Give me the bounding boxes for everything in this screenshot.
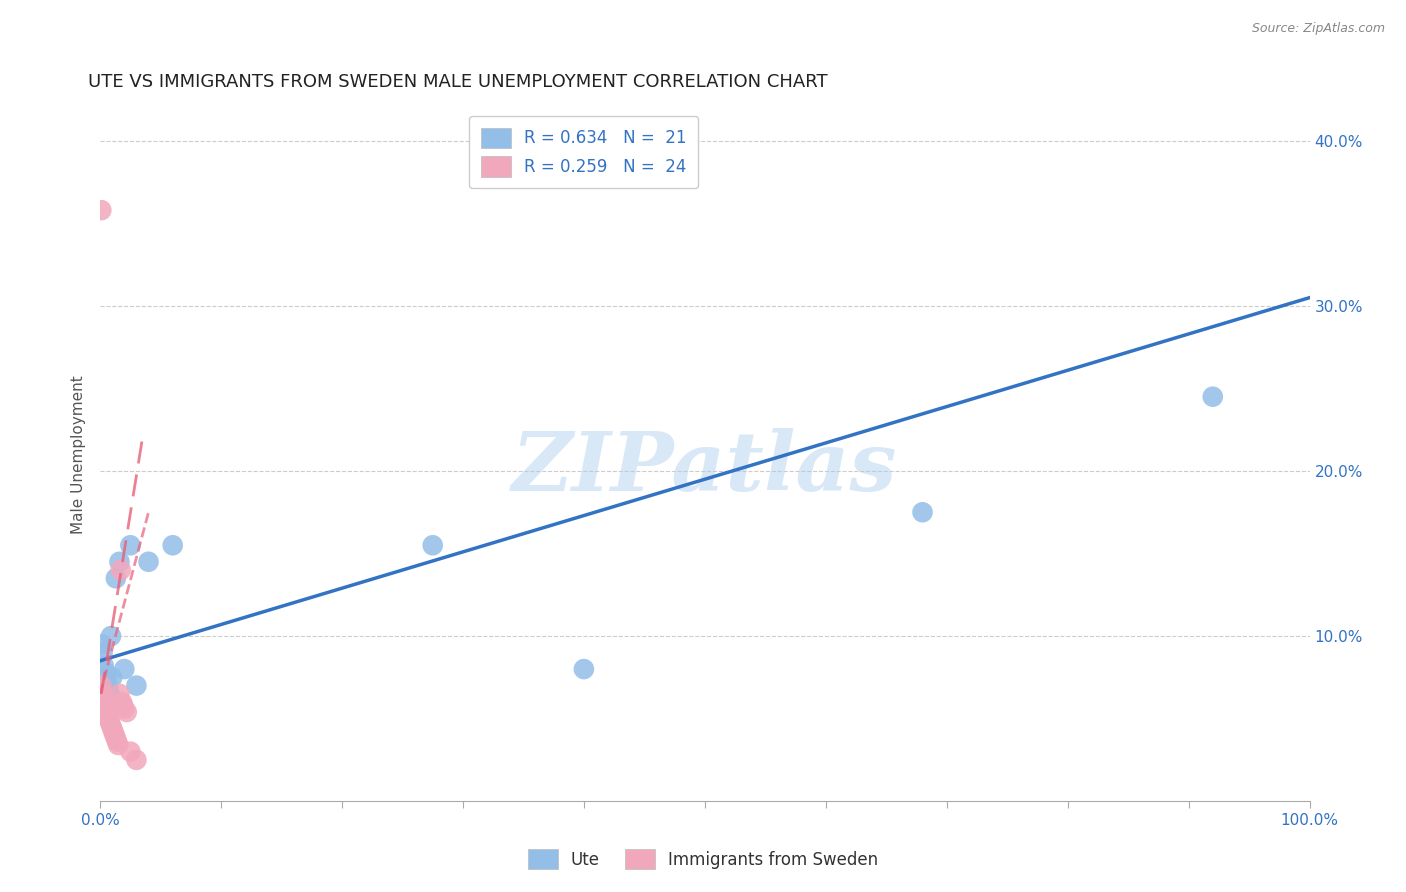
Point [100, 629, 122, 643]
Text: UTE VS IMMIGRANTS FROM SWEDEN MALE UNEMPLOYMENT CORRELATION CHART: UTE VS IMMIGRANTS FROM SWEDEN MALE UNEMP… [89, 73, 828, 91]
Point [101, 670, 124, 684]
Point [101, 722, 124, 736]
Point [138, 555, 160, 569]
Y-axis label: Male Unemployment: Male Unemployment [72, 376, 86, 533]
Point [91, 646, 114, 660]
Point [112, 698, 135, 713]
Point [93, 658, 115, 673]
Point [120, 745, 142, 759]
Point [108, 687, 131, 701]
Point [91, 687, 114, 701]
Point [96, 708, 118, 723]
Point [107, 738, 129, 752]
Point [94, 665, 117, 680]
Point [90, 679, 112, 693]
Point [112, 662, 135, 676]
Point [120, 538, 142, 552]
Text: ZIPatlas: ZIPatlas [512, 428, 897, 508]
Text: Source: ZipAtlas.com: Source: ZipAtlas.com [1251, 22, 1385, 36]
Point [97, 681, 120, 696]
Point [100, 718, 122, 732]
Point [94, 698, 117, 713]
Legend: Ute, Immigrants from Sweden: Ute, Immigrants from Sweden [517, 838, 889, 880]
Point [110, 563, 132, 577]
Point [125, 679, 148, 693]
Point [93, 691, 115, 706]
Point [104, 571, 127, 585]
Point [90, 203, 112, 218]
Point [104, 728, 127, 742]
Point [97, 712, 120, 726]
Point [96, 703, 118, 717]
Point [112, 701, 135, 715]
Point [911, 505, 934, 519]
Point [572, 662, 595, 676]
Legend: R = 0.634   N =  21, R = 0.259   N =  24: R = 0.634 N = 21, R = 0.259 N = 24 [470, 116, 699, 188]
Point [103, 724, 125, 739]
Point [98, 687, 121, 701]
Point [422, 538, 444, 552]
Point [115, 705, 138, 719]
Point [105, 735, 128, 749]
Point [125, 753, 148, 767]
Point [111, 695, 134, 709]
Point [162, 538, 184, 552]
Point [90, 637, 112, 651]
Point [96, 675, 118, 690]
Point [98, 714, 121, 729]
Point [104, 731, 127, 746]
Point [96, 670, 118, 684]
Point [108, 555, 131, 569]
Point [1202, 390, 1225, 404]
